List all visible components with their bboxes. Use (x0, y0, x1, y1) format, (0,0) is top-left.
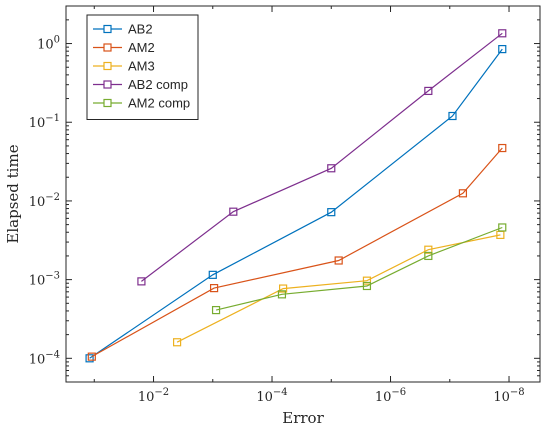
data-point-ab2-comp (327, 164, 336, 173)
x-tick-label: 10−8 (493, 387, 524, 405)
data-point-am3 (279, 284, 288, 293)
series-ab2-comp (137, 29, 507, 286)
series-ab2 (85, 44, 507, 363)
y-tick-label: 10−2 (29, 192, 60, 210)
data-point-ab2-comp (498, 29, 507, 38)
legend-item-am2: AM2 (93, 40, 155, 55)
data-point-ab2 (448, 111, 457, 121)
series-am2-comp (211, 223, 507, 315)
y-tick-label: 10−1 (29, 113, 60, 131)
series-line-am2 (91, 147, 503, 358)
data-point-ab2 (208, 270, 217, 279)
data-point-am2-comp (498, 223, 507, 232)
legend-label: AM3 (128, 59, 155, 74)
data-point-am3 (172, 338, 182, 347)
legend-label: AB2 comp (128, 77, 188, 92)
data-point-ab2 (85, 354, 94, 363)
data-point-ab2-comp (229, 207, 238, 216)
data-point-am2-comp (424, 251, 433, 261)
x-tick-label: 10−6 (375, 387, 406, 405)
series-line-ab2 (89, 48, 503, 359)
data-point-am2 (334, 256, 343, 265)
series-layer (85, 29, 507, 363)
data-point-am2 (87, 352, 96, 361)
series-line-ab2-comp (141, 32, 503, 282)
series-line-am3 (176, 234, 501, 343)
legend-swatch-marker (103, 98, 112, 108)
data-point-am2 (458, 189, 468, 198)
data-point-am2 (209, 284, 219, 293)
data-point-am2 (498, 143, 507, 153)
legend-label: AM2 (128, 40, 155, 55)
legend-swatch-marker (103, 80, 112, 89)
data-point-am2-comp (362, 281, 372, 291)
data-point-ab2-comp (424, 86, 433, 96)
data-point-ab2 (498, 44, 507, 54)
legend-item-ab2: AB2 (93, 22, 153, 37)
legend-item-am2-comp: AM2 comp (93, 96, 190, 111)
x-tick-label: 10−4 (256, 387, 287, 405)
x-tick-label: 10−2 (138, 387, 169, 405)
y-axis-ticks: 10−4 10−3 10−2 10−1 100 (29, 19, 540, 377)
y-axis-title: Elapsed time (4, 144, 22, 243)
legend-item-ab2-comp: AB2 comp (93, 77, 188, 92)
data-point-am2-comp (277, 290, 287, 299)
data-point-ab2 (327, 208, 336, 217)
legend: AB2 AM2 AM3 AB2 comp AM2 comp (86, 14, 199, 120)
legend-label: AB2 (128, 22, 153, 37)
data-point-ab2-comp (137, 277, 146, 286)
series-line-am2-comp (215, 226, 503, 311)
data-point-am3 (362, 276, 372, 285)
x-axis-ticks: 10−2 10−4 10−6 10−8 (93, 6, 525, 405)
legend-swatch-marker (103, 24, 112, 34)
legend-label: AM2 comp (128, 96, 190, 111)
series-am3 (172, 230, 505, 347)
data-point-am2-comp (211, 305, 221, 315)
legend-item-am3: AM3 (93, 59, 155, 74)
legend-swatch-marker (103, 61, 112, 71)
y-tick-label: 100 (37, 35, 60, 53)
x-axis-title: Error (282, 409, 324, 427)
data-point-am3 (424, 245, 433, 254)
y-tick-label: 10−3 (29, 271, 60, 289)
y-tick-label: 10−4 (29, 349, 60, 367)
series-am2 (87, 143, 507, 361)
legend-swatch-marker (103, 43, 112, 52)
